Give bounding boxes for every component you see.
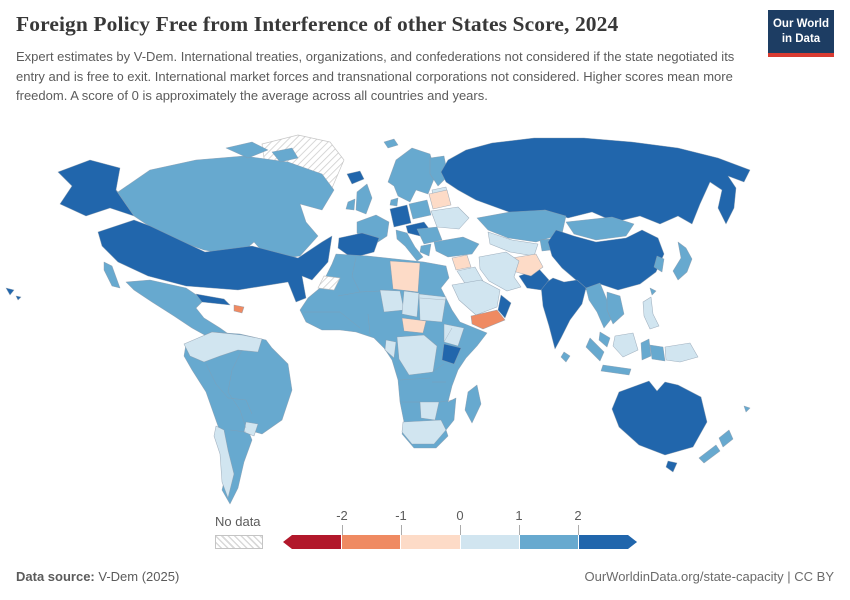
country-greece[interactable] (419, 243, 432, 257)
country-denmark[interactable] (389, 197, 399, 207)
country-ireland[interactable] (345, 198, 356, 211)
country-madagascar[interactable] (464, 384, 482, 424)
legend-no-data-label: No data (215, 514, 261, 529)
legend-tick-label: 2 (574, 508, 582, 523)
country-sumatra[interactable] (585, 337, 605, 362)
legend-tick-label: 0 (456, 508, 464, 523)
country-western-sahara[interactable] (317, 275, 341, 291)
south-america-internal-borders (205, 349, 253, 433)
map-legend: No data -2 -1 0 1 2 (215, 508, 655, 556)
country-canada-arctic-islands[interactable] (225, 141, 299, 163)
country-south-africa[interactable] (401, 419, 447, 445)
country-paraguay[interactable] (243, 421, 259, 437)
legend-segment[interactable] (283, 535, 342, 549)
country-russia[interactable] (440, 137, 751, 225)
country-india[interactable] (540, 277, 587, 350)
country-south-america[interactable] (183, 331, 293, 505)
country-tasmania[interactable] (665, 460, 678, 473)
country-borneo[interactable] (612, 332, 639, 358)
country-chile[interactable] (213, 425, 235, 499)
legend-tick-line (341, 525, 343, 535)
country-gabon-congo[interactable] (384, 339, 397, 359)
country-chad[interactable] (401, 290, 420, 318)
page-title: Foreign Policy Free from Interference of… (16, 12, 619, 36)
country-cuba[interactable] (195, 293, 231, 306)
country-haiti[interactable] (233, 304, 245, 314)
legend-segment[interactable] (459, 535, 519, 549)
owid-logo-line1: Our World (772, 18, 829, 30)
country-sri-lanka[interactable] (560, 351, 571, 363)
country-japan[interactable] (672, 241, 693, 281)
country-uk[interactable] (355, 183, 373, 215)
country-spain[interactable] (337, 232, 380, 259)
country-iceland[interactable] (346, 170, 365, 185)
country-taiwan[interactable] (649, 287, 657, 296)
chart-footer: Data source: V-Dem (2025) OurWorldinData… (16, 569, 834, 584)
country-korea[interactable] (653, 255, 665, 273)
legend-tick-line (577, 525, 579, 535)
legend-tick-line (518, 525, 520, 535)
country-sulawesi[interactable] (640, 338, 652, 361)
country-australia[interactable] (611, 380, 708, 456)
country-central-african-republic[interactable] (401, 317, 427, 334)
country-myanmar-thailand[interactable] (585, 282, 613, 329)
legend-tick-line (459, 525, 461, 535)
legend-tick-label: 1 (515, 508, 523, 523)
legend-no-data-swatch[interactable] (215, 535, 263, 549)
country-java[interactable] (600, 364, 632, 376)
country-colombia-venezuela[interactable] (183, 331, 263, 363)
country-oman[interactable] (497, 294, 512, 319)
legend-tick-label: -1 (395, 508, 407, 523)
chart-subtitle: Expert estimates by V-Dem. International… (16, 49, 735, 103)
legend-tick-label: -2 (336, 508, 348, 523)
country-syria[interactable] (451, 254, 472, 271)
country-papua-new-guinea[interactable] (664, 342, 699, 363)
country-iran[interactable] (478, 251, 522, 292)
country-china[interactable] (547, 229, 665, 291)
country-dr-congo[interactable] (396, 334, 438, 376)
country-ethiopia[interactable] (443, 323, 465, 347)
country-fiji[interactable] (743, 405, 751, 413)
country-germany[interactable] (389, 204, 412, 228)
country-norway-sweden[interactable] (383, 138, 437, 203)
country-libya[interactable] (389, 260, 421, 293)
data-source-label: Data source: (16, 569, 95, 584)
legend-segment[interactable] (518, 535, 578, 549)
world-choropleth-map (0, 130, 850, 512)
legend-segment[interactable] (341, 535, 401, 549)
africa-internal-borders (304, 256, 453, 403)
country-niger[interactable] (379, 289, 405, 313)
country-ukraine[interactable] (430, 206, 470, 230)
country-finland[interactable] (429, 155, 449, 187)
country-indochina[interactable] (606, 291, 625, 325)
data-source-value: V-Dem (2025) (94, 569, 180, 584)
country-botswana[interactable] (419, 401, 440, 421)
data-source: Data source: V-Dem (2025) (16, 569, 179, 584)
country-mongolia[interactable] (565, 216, 635, 241)
legend-colorbar (283, 535, 637, 549)
country-yemen[interactable] (470, 309, 506, 330)
legend-segment[interactable] (578, 535, 637, 549)
country-kenya[interactable] (441, 343, 462, 365)
country-usa[interactable] (97, 219, 333, 303)
country-romania-balkans[interactable] (416, 226, 443, 245)
owid-logo[interactable]: Our World in Data (768, 10, 834, 57)
country-turkey[interactable] (433, 236, 480, 258)
country-saudi-arabia[interactable] (451, 279, 501, 316)
country-alaska[interactable] (57, 159, 135, 217)
owid-logo-line2: in Data (781, 32, 821, 45)
country-hawaii[interactable] (5, 287, 22, 301)
country-new-zealand[interactable] (698, 429, 734, 464)
country-belarus[interactable] (428, 189, 452, 210)
footer-link[interactable]: OurWorldinData.org/state-capacity | CC B… (584, 569, 834, 584)
legend-tick-line (400, 525, 402, 535)
country-sudan[interactable] (418, 293, 447, 323)
legend-segment[interactable] (400, 535, 460, 549)
country-west-papua[interactable] (649, 344, 666, 362)
chart-header: Foreign Policy Free from Interference of… (16, 10, 834, 106)
country-poland[interactable] (408, 199, 432, 220)
country-philippines[interactable] (642, 296, 660, 330)
country-malaysia[interactable] (598, 331, 611, 348)
